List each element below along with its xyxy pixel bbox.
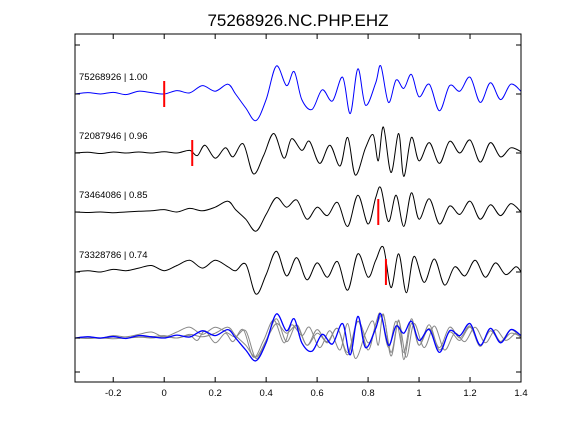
trace-line-3: [74, 186, 522, 232]
x-tick-label-3: 0.2: [209, 388, 222, 399]
x-tick-label-8: 1.2: [463, 388, 476, 399]
plot-frame: [74, 33, 522, 383]
x-tick-label-2: 0: [162, 388, 167, 399]
x-tick-label-5: 0.6: [311, 388, 324, 399]
overlay-line-1: [74, 312, 522, 362]
x-tick-label-4: 0.4: [260, 388, 273, 399]
trace-label-group: 75268926 | 1.00 72087946 | 0.96 73464086 |…: [79, 72, 148, 261]
x-tick-label-7: 1: [416, 388, 421, 399]
trace-line-2: [74, 126, 522, 177]
trace-label-3: 73464086 | 0.85: [79, 190, 148, 201]
overlay-line-2: [74, 313, 522, 361]
y-tick-group: [75, 44, 521, 373]
pick-group: [163, 81, 387, 285]
overlay-group: [74, 312, 522, 362]
trace-label-1: 75268926 | 1.00: [79, 72, 148, 83]
trace-line-1: [74, 65, 522, 122]
trace-line-4: [74, 245, 522, 295]
trace-group: [74, 65, 522, 295]
x-tick-label-1: -0.2: [105, 388, 121, 399]
trace-label-4: 73328786 | 0.74: [79, 250, 148, 261]
x-tick-label-9: 1.4: [514, 388, 527, 399]
x-tick-label-6: 0.8: [361, 388, 374, 399]
chart-title: 75268926.NC.PHP.EHZ: [207, 11, 388, 30]
trace-label-2: 72087946 | 0.96: [79, 131, 148, 142]
